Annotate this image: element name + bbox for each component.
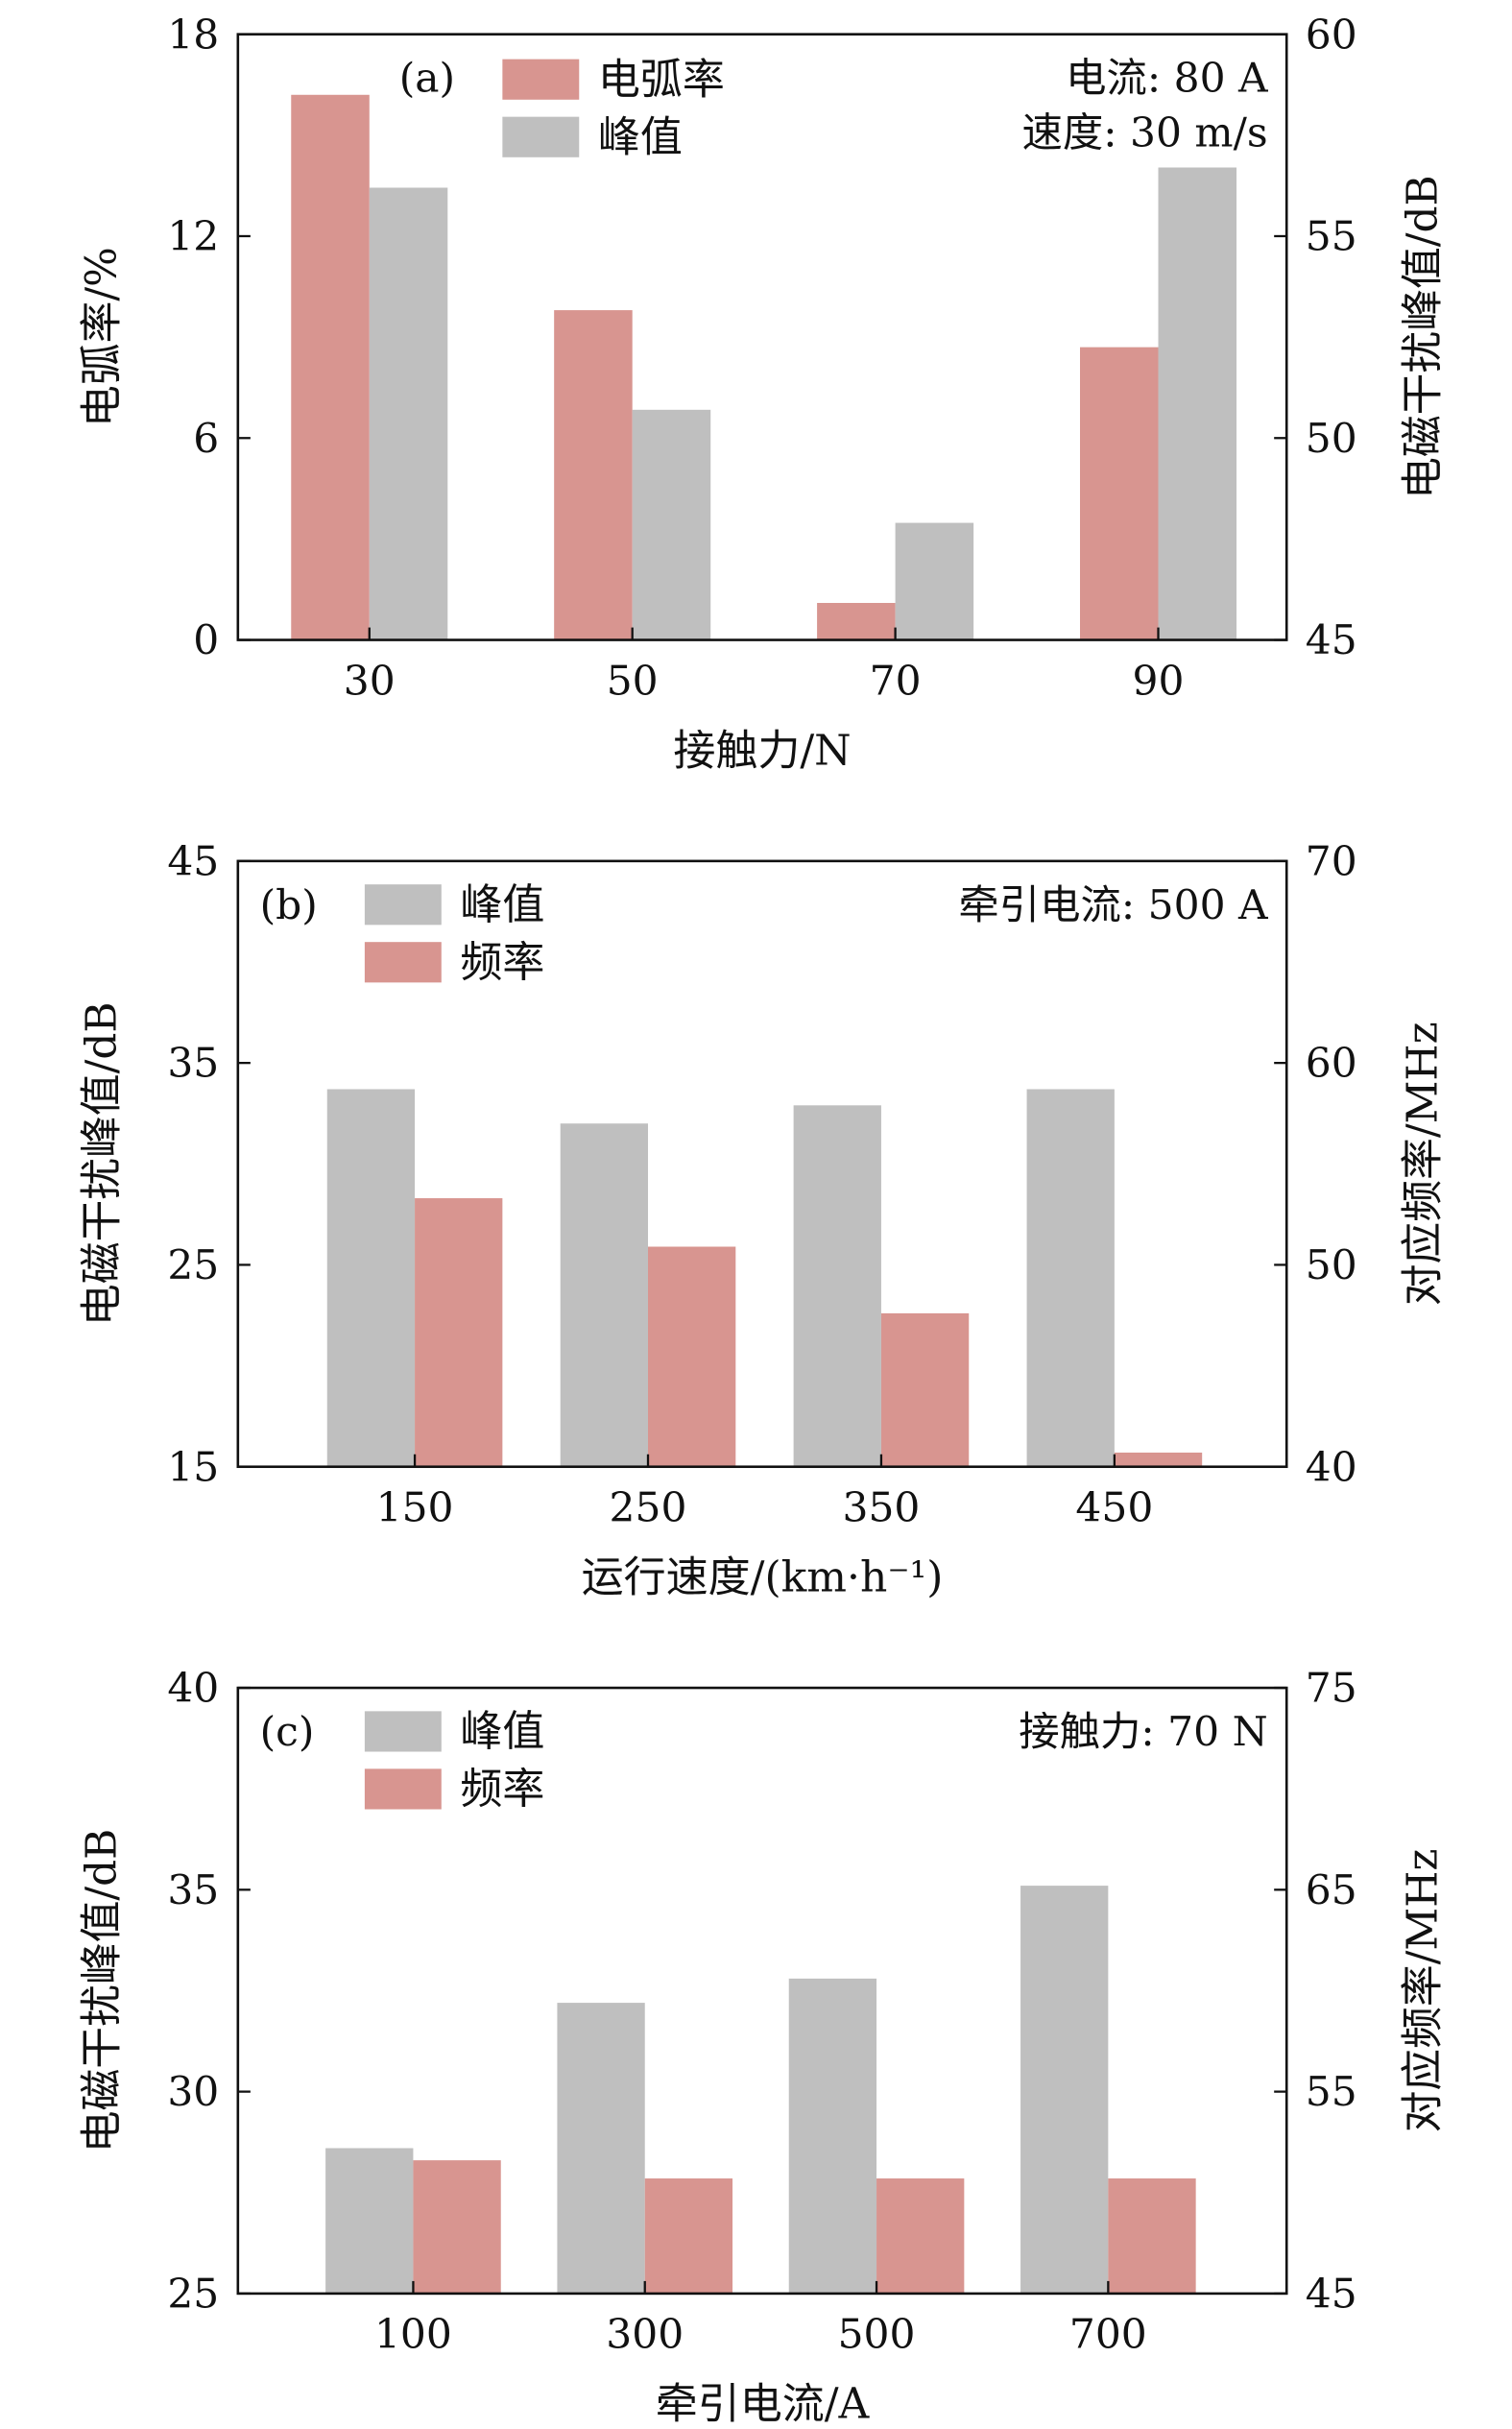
bar-频率-100 xyxy=(413,2160,501,2294)
y2-tick-label: 60 xyxy=(1306,1040,1357,1087)
x-tick-label: 450 xyxy=(1075,1484,1153,1531)
y2-tick-label: 50 xyxy=(1306,1241,1357,1288)
annotation: 速度: 30 m/s xyxy=(1022,109,1268,156)
y2-axis-label: 对应频率/MHz xyxy=(1399,1022,1448,1306)
y-tick-label: 25 xyxy=(167,1241,219,1288)
x-tick-label: 150 xyxy=(376,1484,454,1531)
y-tick-label: 0 xyxy=(193,616,219,663)
panel-label: (c) xyxy=(260,1708,315,1755)
x-tick-label: 300 xyxy=(606,2311,684,2358)
y2-tick-label: 40 xyxy=(1306,1443,1357,1490)
x-tick-label: 350 xyxy=(842,1484,920,1531)
y-tick-label: 12 xyxy=(167,213,219,260)
y-tick-label: 35 xyxy=(167,1040,219,1087)
y2-tick-label: 55 xyxy=(1306,2068,1357,2115)
y-tick-label: 45 xyxy=(167,838,219,885)
y2-tick-label: 45 xyxy=(1306,2271,1357,2318)
legend-label: 频率 xyxy=(460,938,544,987)
bar-电弧率-70 xyxy=(817,603,896,640)
x-tick-label: 90 xyxy=(1133,657,1185,704)
plot-frame xyxy=(236,859,1288,1469)
y-tick-label: 35 xyxy=(167,1866,219,1913)
legend-swatch xyxy=(502,116,580,157)
x-tick-label: 500 xyxy=(838,2311,916,2358)
y2-tick-label: 55 xyxy=(1306,213,1357,260)
bar-频率-250 xyxy=(648,1246,736,1467)
y-tick-label: 6 xyxy=(193,415,219,462)
bar-峰值-300 xyxy=(557,2003,645,2294)
y2-tick-label: 70 xyxy=(1306,838,1357,885)
bar-频率-500 xyxy=(876,2178,965,2294)
y2-tick-label: 45 xyxy=(1306,616,1357,663)
bar-频率-150 xyxy=(415,1198,503,1467)
y-tick-label: 30 xyxy=(167,2068,219,2115)
legend-swatch xyxy=(502,59,580,100)
x-tick-label: 250 xyxy=(610,1484,687,1531)
annotation: 接触力: 70 N xyxy=(1019,1708,1267,1755)
y-tick-label: 15 xyxy=(167,1443,219,1490)
y-tick-label: 18 xyxy=(167,11,219,58)
y2-tick-label: 75 xyxy=(1306,1665,1357,1712)
bar-峰值-250 xyxy=(560,1123,648,1467)
legend-label: 频率 xyxy=(460,1765,544,1814)
bar-电弧率-90 xyxy=(1080,347,1159,640)
x-axis-label: 运行速度/(km·h⁻¹) xyxy=(582,1553,944,1602)
legend-label: 峰值 xyxy=(460,1707,544,1756)
y-axis-label: 电磁干扰峰值/dB xyxy=(78,1001,127,1326)
panel-b: 15 25 35 45 40 50 60 70 150 250 350 450 运行速度/(km·h⁻¹… xyxy=(78,838,1448,1602)
x-axis-label: 接触力/N xyxy=(673,726,851,775)
panel-label: (b) xyxy=(260,881,318,928)
legend-label: 电弧率 xyxy=(598,55,725,104)
bar-电弧率-50 xyxy=(554,310,633,640)
bar-频率-700 xyxy=(1108,2178,1196,2294)
bar-峰值-700 xyxy=(1020,1886,1109,2294)
legend-swatch xyxy=(364,1711,442,1752)
bar-频率-300 xyxy=(644,2178,733,2294)
bar-峰值-450 xyxy=(1026,1089,1115,1467)
bar-峰值-90 xyxy=(1158,167,1237,640)
legend-label: 峰值 xyxy=(598,112,683,161)
annotation: 电流: 80 A xyxy=(1066,55,1268,102)
y2-tick-label: 50 xyxy=(1306,415,1357,462)
y2-tick-label: 65 xyxy=(1306,1866,1357,1913)
legend-swatch xyxy=(364,1768,442,1810)
x-tick-label: 700 xyxy=(1069,2311,1147,2358)
bar-峰值-500 xyxy=(788,1978,877,2294)
y-tick-label: 25 xyxy=(167,2271,219,2318)
y2-tick-label: 60 xyxy=(1306,11,1357,58)
annotation: 牵引电流: 500 A xyxy=(958,881,1268,928)
legend-swatch xyxy=(364,884,442,926)
y-axis-label: 电磁干扰峰值/dB xyxy=(78,1829,127,2153)
bar-电弧率-30 xyxy=(291,94,370,640)
bar-峰值-350 xyxy=(793,1105,881,1467)
bar-频率-450 xyxy=(1114,1453,1203,1467)
y-tick-label: 40 xyxy=(167,1665,219,1712)
legend-swatch xyxy=(364,942,442,983)
x-axis-label: 牵引电流/A xyxy=(656,2380,871,2429)
bar-峰值-50 xyxy=(632,409,711,640)
x-tick-label: 100 xyxy=(374,2311,452,2358)
bar-峰值-100 xyxy=(325,2148,414,2294)
y2-axis-label: 电磁干扰峰值/dB xyxy=(1399,175,1448,499)
panel-a: 0 6 12 18 45 50 55 60 30 50 70 90 接触力/N 电弧率/% 电磁干扰峰值/d… xyxy=(78,11,1448,775)
x-tick-label: 30 xyxy=(344,657,396,704)
y-axis-label: 电弧率/% xyxy=(78,247,127,427)
y2-axis-label: 对应频率/MHz xyxy=(1399,1849,1448,2133)
bar-峰值-70 xyxy=(895,522,974,640)
plot-frame xyxy=(236,1686,1288,2296)
panel-c: 25 30 35 40 45 55 65 75 100 300 500 700 牵引电流/A 电磁干扰峰值… xyxy=(78,1665,1448,2429)
panel-label: (a) xyxy=(399,55,455,102)
bar-频率-350 xyxy=(880,1312,970,1467)
x-tick-label: 70 xyxy=(870,657,922,704)
legend-label: 峰值 xyxy=(460,880,544,929)
bar-峰值-30 xyxy=(369,187,448,640)
x-tick-label: 50 xyxy=(607,657,659,704)
plot-frame xyxy=(236,33,1288,641)
bar-峰值-150 xyxy=(326,1089,416,1467)
